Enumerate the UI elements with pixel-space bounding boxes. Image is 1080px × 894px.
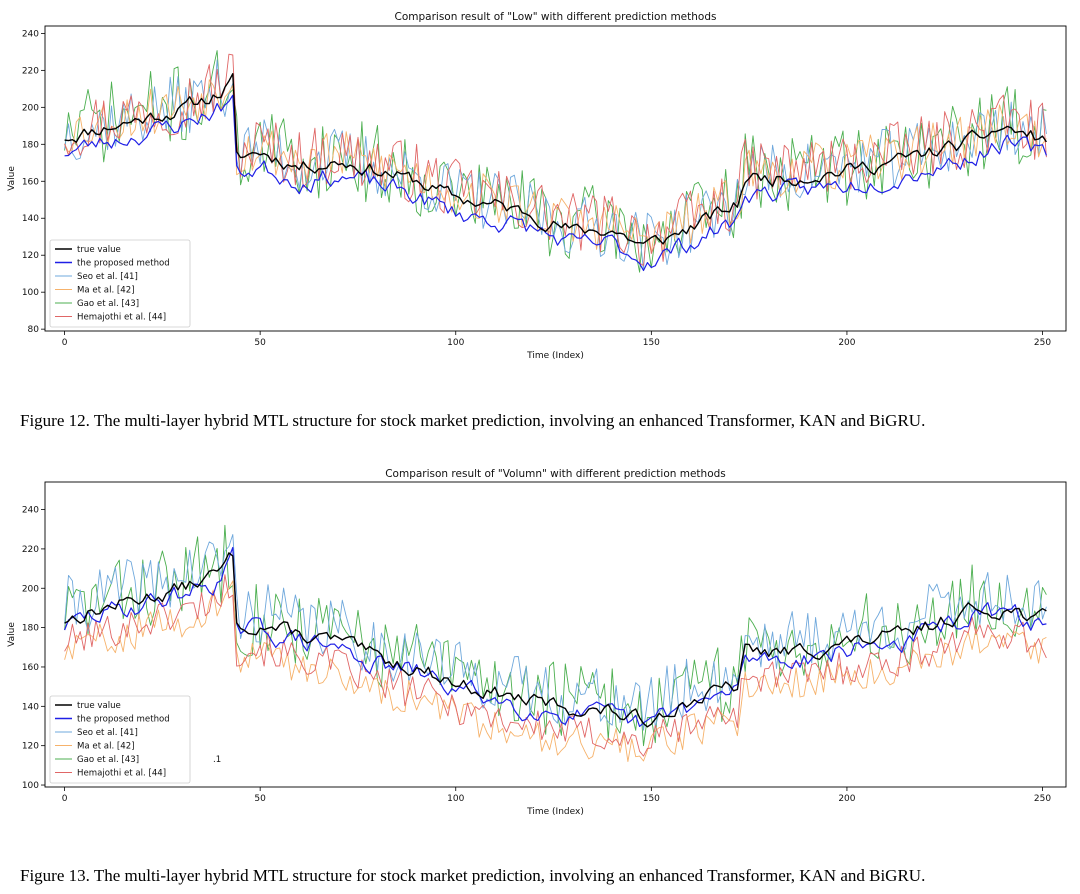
legend-label: Gao et al. [43] [77,299,139,309]
chart-volumn: Comparison result of "Volumn" with diffe… [7,468,1067,817]
y-tick-label: 200 [22,103,39,113]
series-line [64,53,1047,266]
y-tick-label: 240 [22,506,39,516]
x-tick-label: 200 [838,338,855,348]
y-tick-label: 200 [22,584,39,594]
y-axis-label: Value [7,622,17,647]
y-tick-label: 120 [22,742,39,752]
x-axis-label: Time (Index) [526,351,584,361]
y-tick-label: 100 [22,781,39,791]
legend-label: Gao et al. [43] [77,755,139,765]
legend-label: Seo et al. [41] [77,728,138,738]
series-line [64,94,1047,272]
series-line [64,79,1047,256]
series-line [64,580,1047,763]
x-tick-label: 100 [447,794,464,804]
y-tick-label: 140 [22,214,39,224]
legend-label: the proposed method [77,715,170,725]
x-tick-label: 0 [62,338,68,348]
figure-12-caption: Figure 12. The multi-layer hybrid MTL st… [20,411,926,430]
x-tick-label: 200 [838,794,855,804]
y-tick-label: 240 [22,29,39,39]
x-axis-label: Time (Index) [526,807,584,817]
x-tick-label: 0 [62,794,68,804]
y-tick-label: 220 [22,545,39,555]
series-line [64,574,1047,757]
series-line [64,552,1047,728]
series-line [64,524,1047,747]
chart-low: Comparison result of "Low" with differen… [7,11,1067,361]
y-tick-label: 160 [22,177,39,187]
legend-box [49,695,191,784]
series-line [64,546,1047,727]
x-tick-label: 50 [254,338,266,348]
series-line [64,59,1047,272]
x-tick-label: 50 [254,794,266,804]
y-tick-label: 100 [22,288,39,298]
series-line [64,534,1047,731]
legend-label: Hemajothi et al. [44] [77,769,166,779]
legend-label: Ma et al. [42] [77,742,135,752]
legend-label: true value [77,245,121,255]
legend-label: Hemajothi et al. [44] [77,313,166,323]
plot-frame [44,25,1067,332]
x-tick-label: 150 [643,794,660,804]
chart-title: Comparison result of "Low" with differen… [395,11,717,23]
plot-frame [44,481,1067,788]
legend-label: Seo et al. [41] [77,272,138,282]
plot-lines [64,524,1047,763]
y-tick-label: 80 [28,325,40,335]
y-tick-label: 180 [22,140,39,150]
legend-label: true value [77,701,121,711]
legend-label: the proposed method [77,259,170,269]
legend: true value the proposed method Seo et al. … [49,239,191,328]
x-tick-label: 250 [1034,338,1051,348]
x-tick-label: 100 [447,338,464,348]
chart-title: Comparison result of "Volumn" with diffe… [385,468,726,480]
y-tick-label: 160 [22,663,39,673]
figure-13-caption: Figure 13. The multi-layer hybrid MTL st… [20,866,926,885]
legend: true value the proposed method Seo et al. … [49,695,191,784]
legend-label: Ma et al. [42] [77,286,135,296]
x-tick-label: 150 [643,338,660,348]
x-tick-label: 250 [1034,794,1051,804]
legend-box [49,239,191,328]
y-tick-label: 220 [22,66,39,76]
y-tick-label: 180 [22,624,39,634]
y-axis-label: Value [7,166,17,191]
plot-lines [64,50,1047,273]
stray-annotation: .1 [213,755,221,765]
y-tick-label: 120 [22,251,39,261]
y-tick-label: 140 [22,702,39,712]
series-line [64,73,1047,245]
